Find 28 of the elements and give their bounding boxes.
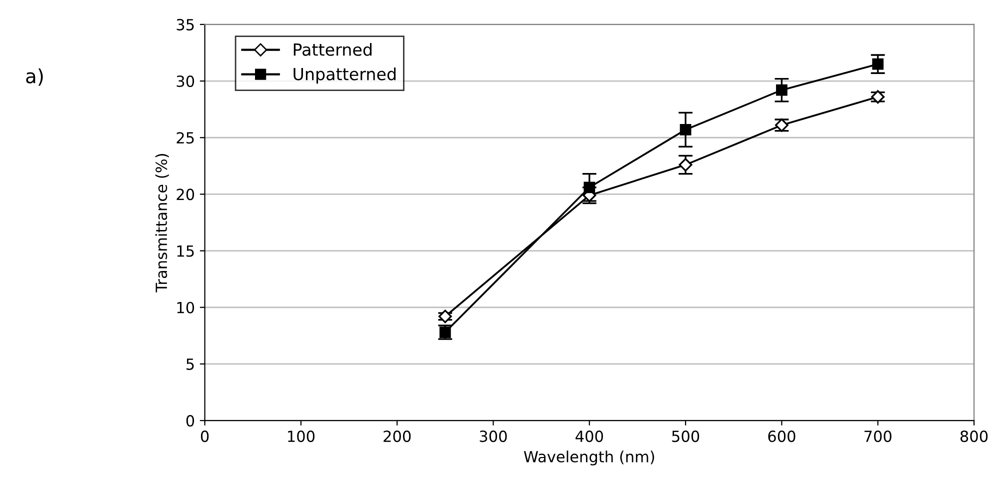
x-tick-label: 500 [672,430,700,442]
point [680,124,692,136]
legend-label: Patterned [294,43,372,56]
legend-label: Unpatterned [294,67,396,84]
point [678,158,692,172]
y-tick-label: 20 [176,188,194,200]
x-axis-title: Wavelength (nm) [524,450,654,466]
y-tick-label: 0 [186,415,194,427]
y-tick-label: 35 [176,18,194,30]
y-tick-label: 25 [176,132,194,144]
y-tick-label: 5 [186,358,194,370]
x-tick-label: 0 [200,430,209,442]
x-tick-label: 700 [864,430,892,442]
point [438,310,452,324]
point [872,58,884,70]
x-tick-label: 200 [384,430,411,442]
x-tick-label: 300 [480,430,507,442]
y-axis-title: Transmittance (%) [155,154,169,292]
point [776,84,788,96]
x-tick-label: 600 [768,430,796,442]
x-tick-label: 800 [960,430,988,442]
y-tick-label: 15 [177,245,194,257]
x-tick-label: 400 [576,430,603,442]
x-tick-label: 100 [288,430,315,442]
point [584,182,596,194]
y-tick-label: 10 [177,302,194,314]
text: a) [26,68,43,86]
y-tick-label: 30 [176,76,194,88]
